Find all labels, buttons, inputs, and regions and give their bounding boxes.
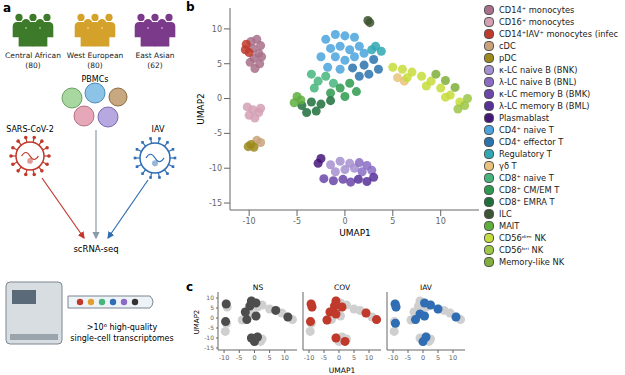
svg-text:UMAP1: UMAP1 <box>329 366 356 375</box>
svg-text:-10: -10 <box>209 164 222 173</box>
html-text:Regulatory T: Regulatory T <box>499 149 552 159</box>
svg-text:NS: NS <box>253 283 264 292</box>
html-text:ILC: ILC <box>499 209 512 219</box>
svg-text:-5: -5 <box>321 354 327 362</box>
html-text:pDC: pDC <box>499 53 517 63</box>
svg-text:c: c <box>186 280 193 294</box>
svg-text:-5: -5 <box>293 217 301 226</box>
svg-text:UMAP1: UMAP1 <box>339 228 371 238</box>
html-text:CD4⁺ naive T: CD4⁺ naive T <box>499 125 554 135</box>
html-text:λ-LC naive B (BNL): λ-LC naive B (BNL) <box>499 77 577 87</box>
svg-text:COV: COV <box>334 283 351 292</box>
html-text:κ-LC memory B (BMK): κ-LC memory B (BMK) <box>499 89 591 99</box>
svg-text:PBMCs: PBMCs <box>81 75 109 84</box>
svg-text:single-cell transcriptomes: single-cell transcriptomes <box>70 334 173 343</box>
svg-text:5: 5 <box>210 304 214 311</box>
svg-text:0: 0 <box>217 94 222 103</box>
svg-text:a: a <box>3 1 11 15</box>
svg-text:(80): (80) <box>87 61 102 70</box>
svg-text:b: b <box>186 0 195 14</box>
svg-text:Central African: Central African <box>5 51 61 60</box>
html-text:CD4⁺ effector T: CD4⁺ effector T <box>499 137 564 147</box>
svg-text:10: 10 <box>365 354 373 362</box>
html-text:CD56ᵈⁱᵐ NK: CD56ᵈⁱᵐ NK <box>499 233 546 243</box>
html-text:λ-LC memory B (BML): λ-LC memory B (BML) <box>499 101 590 111</box>
svg-text:(80): (80) <box>25 61 40 70</box>
svg-text:-10: -10 <box>243 217 256 226</box>
html-text:γδ T: γδ T <box>499 161 517 171</box>
svg-text:IAV: IAV <box>420 283 433 292</box>
html-text:CD14⁺IAV⁺ monocytes (infec: CD14⁺IAV⁺ monocytes (infec <box>499 29 619 39</box>
svg-text:0: 0 <box>337 354 341 362</box>
svg-text:5: 5 <box>268 354 272 362</box>
html-text:CD56ᵇʳⁱ NK: CD56ᵇʳⁱ NK <box>499 245 544 255</box>
html-text:cDC: cDC <box>499 41 516 51</box>
svg-text:5: 5 <box>217 60 222 69</box>
svg-text:-10: -10 <box>304 354 315 362</box>
html-text:Plasmablast: Plasmablast <box>499 113 550 123</box>
svg-text:East Asian: East Asian <box>135 51 174 60</box>
svg-text:-15: -15 <box>209 199 222 208</box>
svg-text:10: 10 <box>436 217 446 226</box>
svg-text:-15: -15 <box>204 344 214 351</box>
svg-text:5: 5 <box>390 217 395 226</box>
svg-text:0: 0 <box>421 354 425 362</box>
svg-text:(62): (62) <box>147 61 162 70</box>
svg-text:0: 0 <box>342 217 347 226</box>
svg-text:-10: -10 <box>219 354 230 362</box>
html-text:Memory-like NK: Memory-like NK <box>499 257 565 267</box>
svg-text:0: 0 <box>252 354 256 362</box>
svg-text:-5: -5 <box>208 324 214 331</box>
svg-text:10: 10 <box>449 354 457 362</box>
html-text:CD8⁺ naive T: CD8⁺ naive T <box>499 173 554 183</box>
html-text:CD8⁺ EMRA T: CD8⁺ EMRA T <box>499 197 555 207</box>
svg-text:0: 0 <box>210 314 214 321</box>
html-text:κ-LC naive B (BNK): κ-LC naive B (BNK) <box>499 65 578 75</box>
html-text:CD16⁺ monocytes: CD16⁺ monocytes <box>499 17 575 27</box>
html-text:CD8⁺ CM/EM T: CD8⁺ CM/EM T <box>499 185 560 195</box>
html-text:CD14⁺ monocytes: CD14⁺ monocytes <box>499 5 575 15</box>
svg-text:10: 10 <box>206 294 214 301</box>
svg-text:10: 10 <box>212 25 222 34</box>
svg-text:UMAP2: UMAP2 <box>193 310 201 335</box>
svg-text:5: 5 <box>352 354 356 362</box>
svg-text:-10: -10 <box>204 334 214 341</box>
html-text:MAIT: MAIT <box>499 221 520 231</box>
svg-text:-5: -5 <box>214 129 222 138</box>
svg-text:-5: -5 <box>405 354 411 362</box>
svg-text:10: 10 <box>281 354 289 362</box>
svg-text:scRNA-seq: scRNA-seq <box>73 244 118 254</box>
svg-text:>10⁶ high-quality: >10⁶ high-quality <box>87 323 158 332</box>
svg-text:-5: -5 <box>236 354 242 362</box>
svg-text:SARS-CoV-2: SARS-CoV-2 <box>6 125 54 134</box>
svg-text:UMAP2: UMAP2 <box>196 93 206 125</box>
svg-text:-10: -10 <box>388 354 399 362</box>
svg-text:IAV: IAV <box>152 125 165 134</box>
svg-text:5: 5 <box>436 354 440 362</box>
svg-text:West European: West European <box>67 51 124 60</box>
